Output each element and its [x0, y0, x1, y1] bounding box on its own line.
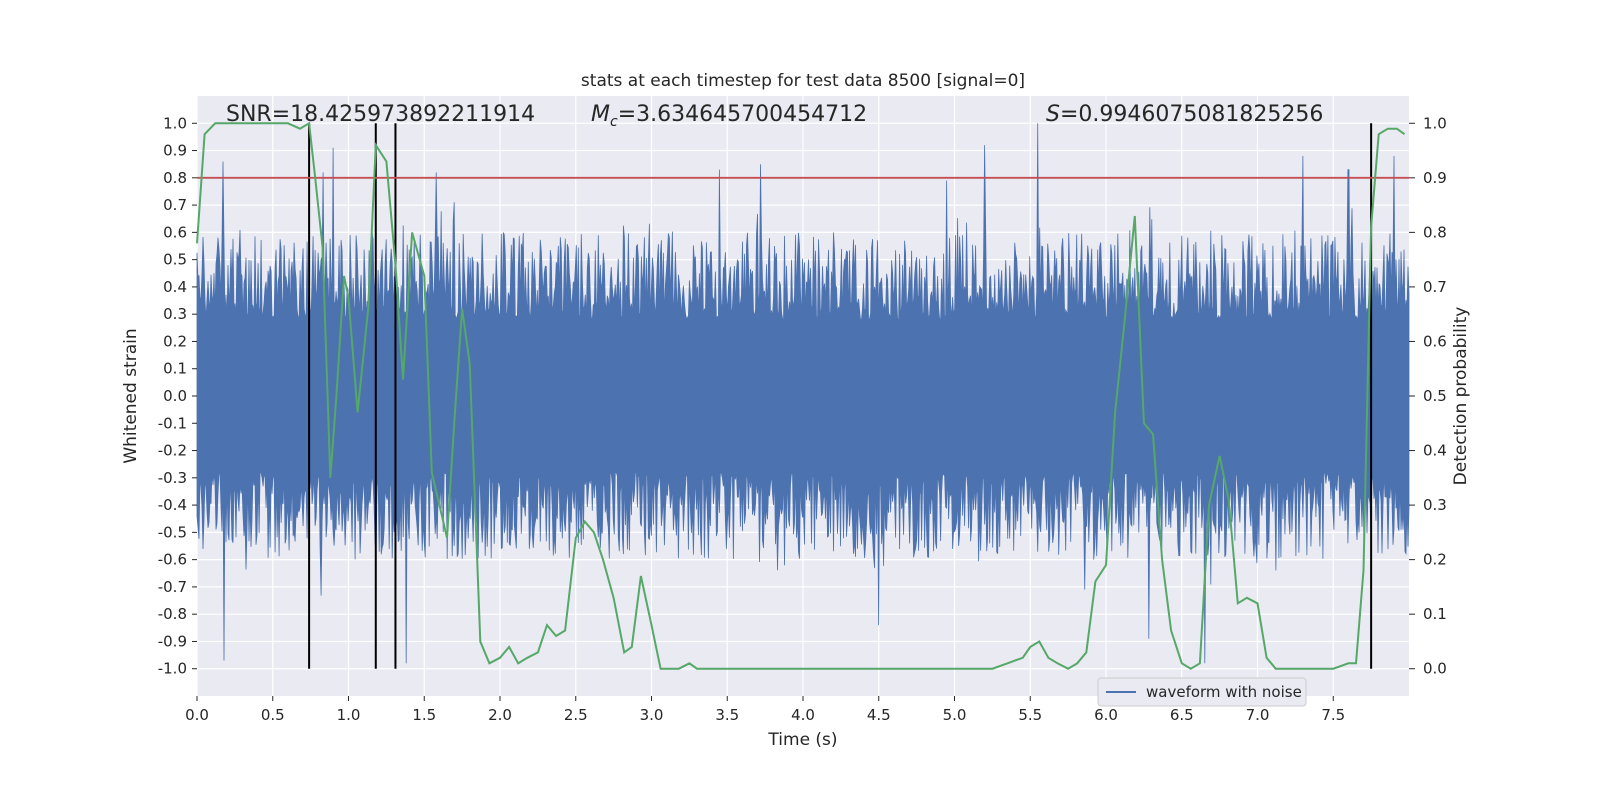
x-tick-label: 4.0	[791, 706, 815, 724]
y2-tick-label: 0.8	[1423, 223, 1447, 241]
x-tick-label: 0.5	[261, 706, 285, 724]
x-axis-label: Time (s)	[767, 730, 837, 750]
x-tick-labels: 0.0 0.5 1.0 1.5 2.0 2.5 3.0 3.5 4.0 4.5 5.0 5.5 6.0 6…	[185, 696, 1345, 724]
y-tick-label: -0.2	[158, 442, 187, 460]
y-tick-label: 0.6	[163, 223, 187, 241]
mc-annotation: Mc=3.634645700454712	[591, 102, 867, 130]
x-tick-label: 7.5	[1321, 706, 1345, 724]
y-tick-label: -0.7	[158, 578, 187, 596]
x-tick-label: 2.0	[488, 706, 512, 724]
x-tick-label: 2.5	[564, 706, 588, 724]
chart-title: stats at each timestep for test data 850…	[581, 71, 1025, 91]
legend: waveform with noise	[1097, 677, 1307, 707]
x-tick-label: 7.0	[1246, 706, 1270, 724]
y2-tick-label: 0.0	[1423, 660, 1447, 678]
y2-tick-label: 0.6	[1423, 332, 1447, 350]
waveform-with-noise	[196, 123, 1410, 664]
y2-tick-label: 1.0	[1423, 114, 1447, 132]
y2-tick-label: 0.5	[1423, 387, 1447, 405]
detection-probability-line	[196, 121, 1406, 670]
y2-axis-label: Detection probability	[1451, 307, 1471, 486]
x-tick-label: 1.0	[337, 706, 361, 724]
y-tick-label: -0.4	[158, 496, 187, 514]
x-tick-label: 3.5	[715, 706, 739, 724]
y-tick-label: 0.3	[163, 305, 187, 323]
x-tick-label: 6.5	[1170, 706, 1194, 724]
y-axis-label: Whitened strain	[121, 328, 141, 463]
waveform-series	[196, 123, 1410, 664]
y2-tick-label: 0.1	[1423, 605, 1447, 623]
y2-tick-label: 0.7	[1423, 278, 1447, 296]
y-tick-label: -0.5	[158, 523, 187, 541]
y2-tick-label: 0.9	[1423, 169, 1447, 187]
y-tick-label: 0.5	[163, 251, 187, 269]
y-tick-label: 0.9	[163, 142, 187, 160]
legend-box	[1097, 677, 1307, 707]
y-tick-label: -1.0	[158, 660, 187, 678]
x-tick-label: 6.0	[1094, 706, 1118, 724]
snr-annotation: SNR=18.425973892211914	[226, 102, 535, 127]
y-tick-label: 0.7	[163, 196, 187, 214]
x-tick-label: 1.5	[412, 706, 436, 724]
y-tick-label: 0.1	[163, 360, 187, 378]
y2-tick-labels: 1.0 0.9 0.8 0.7 0.6 0.5 0.4 0.3 0.2 0.1 0.0	[1409, 114, 1447, 678]
vertical-markers	[308, 123, 1373, 669]
y-tick-label: 0.8	[163, 169, 187, 187]
y-tick-label: -0.6	[158, 551, 187, 569]
mc-subscript: c	[610, 114, 618, 130]
s-symbol: S	[1046, 102, 1060, 127]
mc-symbol: M	[591, 102, 610, 127]
x-tick-label: 5.0	[943, 706, 967, 724]
y-tick-label: -0.8	[158, 605, 187, 623]
y-tick-label: -0.1	[158, 414, 187, 432]
y2-tick-label: 0.3	[1423, 496, 1447, 514]
y-tick-label: -0.3	[158, 469, 187, 487]
x-tick-label: 0.0	[185, 706, 209, 724]
y-tick-label: 0.4	[163, 278, 187, 296]
legend-label: waveform with noise	[1146, 683, 1302, 701]
y-tick-label: 0.0	[163, 387, 187, 405]
y-tick-label: 1.0	[163, 114, 187, 132]
x-tick-label: 5.5	[1018, 706, 1042, 724]
y-tick-label: 0.2	[163, 332, 187, 350]
s-value: =0.9946075081825256	[1060, 102, 1323, 127]
y-tick-labels: 1.0 0.9 0.8 0.7 0.6 0.5 0.4 0.3 0.2 0.1 0.0 -0.1 -0.…	[158, 114, 197, 678]
y2-tick-label: 0.2	[1423, 551, 1447, 569]
y2-tick-label: 0.4	[1423, 442, 1447, 460]
mc-value: =3.634645700454712	[618, 102, 867, 127]
s-annotation: S=0.9946075081825256	[1046, 102, 1323, 127]
x-tick-label: 4.5	[867, 706, 891, 724]
y-tick-label: -0.9	[158, 632, 187, 650]
x-tick-label: 3.0	[640, 706, 664, 724]
